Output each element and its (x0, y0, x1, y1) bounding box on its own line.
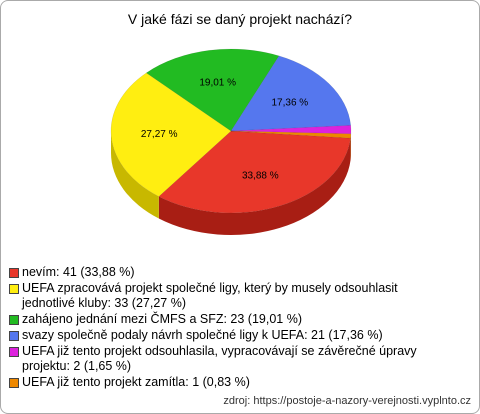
source-note: zdroj: https://postoje-a-nazory-verejnos… (223, 395, 471, 407)
legend-label: nevím: 41 (33,88 %) (22, 265, 135, 279)
legend-label: UEFA již tento projekt zamítla: 1 (0,83 … (22, 375, 250, 389)
legend-label: zahájeno jednání mezi ČMFS a SFZ: 23 (19… (22, 312, 302, 326)
slice (230, 130, 352, 139)
slice (110, 72, 232, 197)
legend-label: UEFA již tento projekt odsouhlasila, vyp… (22, 344, 417, 373)
legend: nevím: 41 (33,88 %) UEFA zpracovává proje… (9, 265, 449, 391)
legend-label: svazy společně podaly návrh společné lig… (22, 328, 383, 342)
legend-swatch (9, 284, 19, 294)
legend-swatch (9, 378, 19, 388)
chart-title: V jaké fázi se daný projekt nachází? (127, 11, 353, 27)
value-label: 27,27 % (141, 129, 178, 140)
slice-side (111, 131, 159, 219)
legend-item: zahájeno jednání mezi ČMFS a SFZ: 23 (19… (9, 312, 449, 327)
legend-swatch (9, 331, 19, 341)
legend-swatch (9, 315, 19, 325)
slice (230, 55, 351, 132)
slice (145, 48, 280, 132)
slice-side (158, 138, 351, 236)
legend-item: UEFA již tento projekt zamítla: 1 (0,83 … (9, 375, 449, 390)
legend-item: UEFA zpracovává projekt společné ligy, k… (9, 281, 449, 311)
value-label: 17,36 % (272, 97, 309, 108)
value-label: 33,88 % (242, 171, 279, 182)
pie-chart: 33,88 % 27,27 % 19,01 % 17,36 % (110, 48, 352, 236)
legend-swatch (9, 347, 19, 357)
legend-item: svazy společně podaly návrh společné lig… (9, 328, 449, 343)
slice (158, 130, 351, 214)
legend-item: UEFA již tento projekt odsouhlasila, vyp… (9, 344, 449, 374)
value-label: 19,01 % (199, 77, 236, 88)
legend-item: nevím: 41 (33,88 %) (9, 265, 449, 280)
legend-label: UEFA zpracovává projekt společné ligy, k… (22, 281, 398, 310)
slice (230, 125, 352, 135)
legend-swatch (9, 268, 19, 278)
